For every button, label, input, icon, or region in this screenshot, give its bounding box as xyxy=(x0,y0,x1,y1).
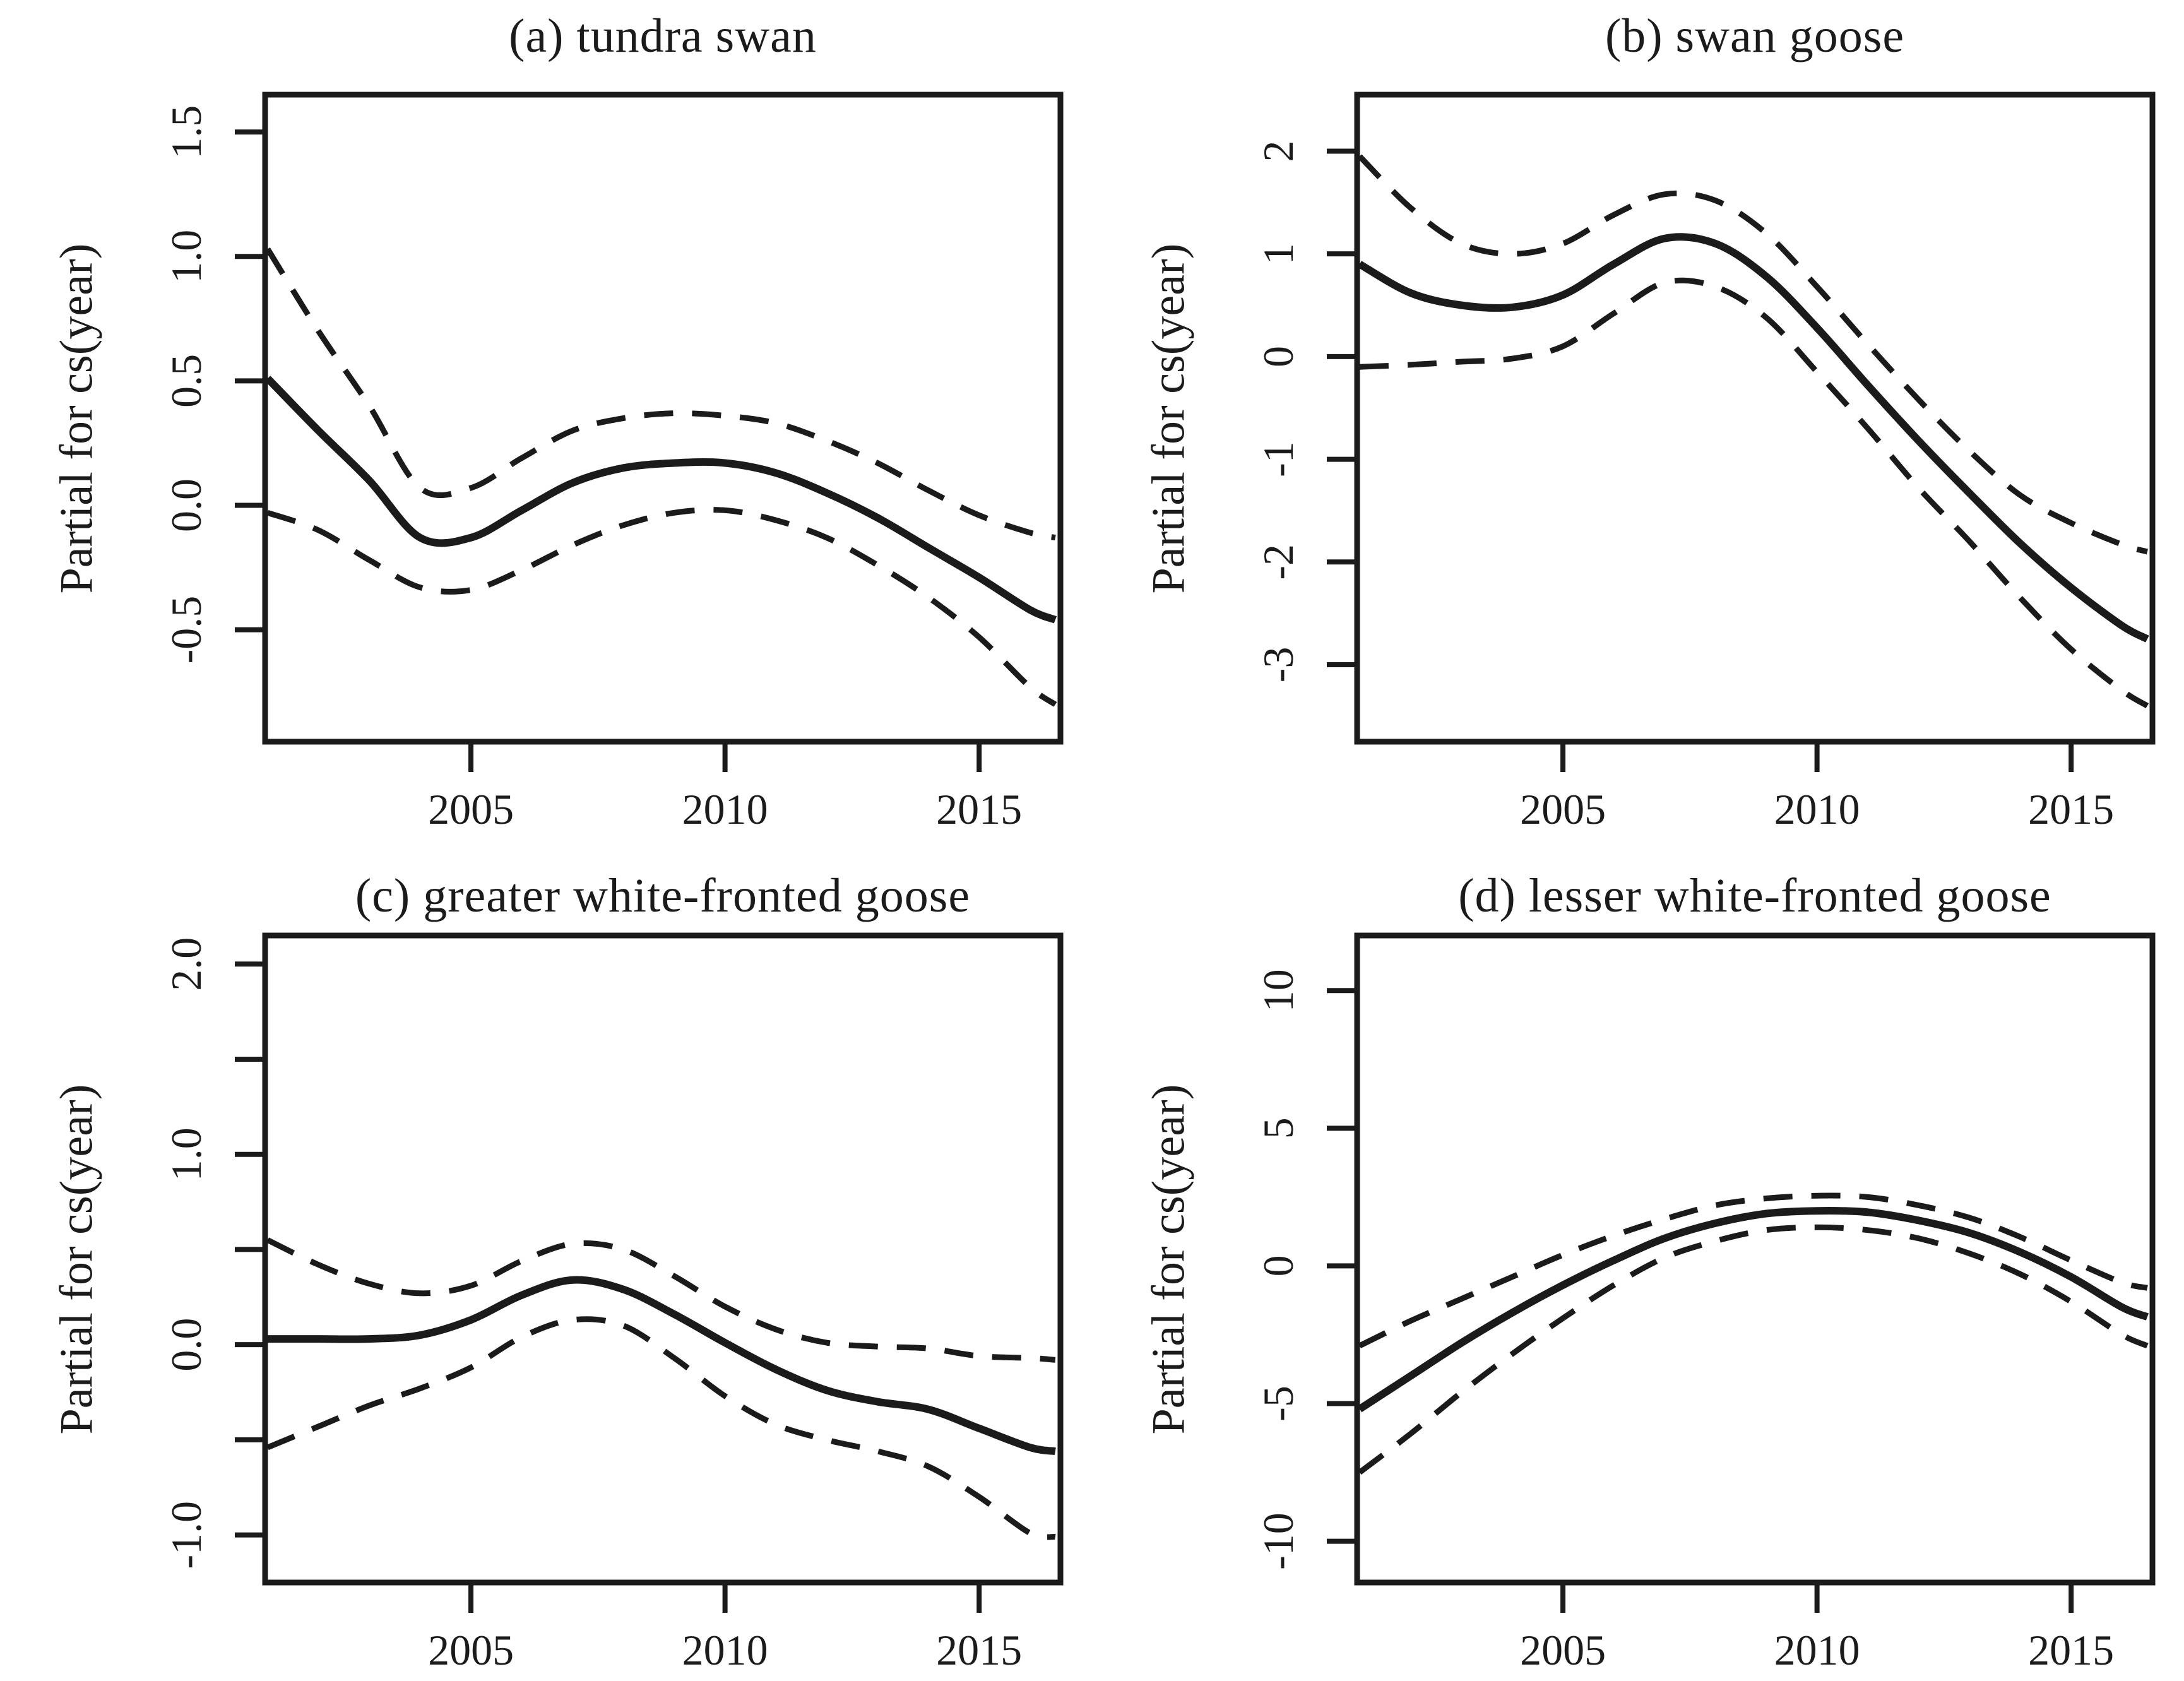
plot-area-lesser-white-fronted-goose: 10 5 0 -5 -10 2005 2010 2015 xyxy=(1254,932,2156,1674)
y-tick-label: 1.0 xyxy=(162,230,210,283)
panel-d-lesser-white-fronted-goose: (d) lesser white-fronted goose Partial f… xyxy=(1092,841,2184,1681)
x-tick-label: 2015 xyxy=(936,785,1022,833)
upper-confidence-band-line xyxy=(266,1237,1056,1363)
y-tick-label: -1.0 xyxy=(162,1501,210,1569)
y-tick-label: -5 xyxy=(1254,1386,1302,1422)
x-tick-label: 2005 xyxy=(1520,785,1606,833)
x-tick-label: 2005 xyxy=(1520,1626,1606,1674)
y-tick-label: 0.5 xyxy=(162,354,210,408)
plot-area-tundra-swan: 1.5 1.0 0.5 0.0 -0.5 2005 2010 2015 xyxy=(162,92,1064,833)
y-tick-label: -2 xyxy=(1254,544,1302,580)
lower-confidence-band-line xyxy=(1359,277,2149,708)
y-tick-label: -0.5 xyxy=(162,596,210,664)
x-tick-label: 2005 xyxy=(428,785,514,833)
panel-a-tundra-swan: (a) tundra swan Partial for cs(year) 1.5… xyxy=(0,0,1092,840)
smooth-fit-line xyxy=(267,1276,1056,1455)
plot-area-greater-white-fronted-goose: 2.0 1.0 0.0 -1.0 2005 2010 2015 xyxy=(162,932,1064,1674)
y-tick-label: -1 xyxy=(1254,441,1302,477)
x-tick-label: 2010 xyxy=(682,1626,768,1674)
upper-confidence-band-line xyxy=(1357,154,2149,555)
y-tick-label: 10 xyxy=(1254,969,1302,1012)
y-tick-label: 2 xyxy=(1254,140,1302,162)
upper-confidence-band-line xyxy=(1358,1192,2148,1348)
y-tick-label: 5 xyxy=(1254,1117,1302,1139)
x-tick-label: 2010 xyxy=(1774,785,1860,833)
plot-box xyxy=(1354,92,2156,745)
lower-confidence-band-line xyxy=(266,1316,1056,1540)
plot-area-swan-goose: 2 1 0 -1 -2 -3 2005 2010 2015 xyxy=(1254,92,2156,833)
panel-c-greater-white-fronted-goose: (c) greater white-fronted goose Partial … xyxy=(0,841,1092,1681)
x-tick-label: 2015 xyxy=(2028,1626,2114,1674)
y-tick-label: 1.5 xyxy=(162,105,210,159)
plot-box xyxy=(262,92,1064,745)
y-tick-label: 1.0 xyxy=(162,1127,210,1181)
lower-confidence-band-line xyxy=(1358,1224,2149,1475)
y-tick-label: 0.0 xyxy=(162,478,210,532)
x-tick-label: 2005 xyxy=(428,1626,514,1674)
x-tick-label: 2015 xyxy=(2028,785,2114,833)
y-tick-label: -10 xyxy=(1254,1512,1302,1570)
panel-title: (b) swan goose xyxy=(1605,9,1905,62)
y-tick-label: 0 xyxy=(1254,346,1302,367)
upper-confidence-band-line xyxy=(265,247,1056,541)
plot-box xyxy=(262,932,1064,1586)
plot-box xyxy=(1354,932,2156,1586)
y-tick-label: -3 xyxy=(1254,647,1302,683)
x-tick-label: 2015 xyxy=(936,1626,1022,1674)
y-tick-label: 2.0 xyxy=(162,937,210,991)
smooth-fit-line xyxy=(1358,233,2149,643)
y-tick-label: 1 xyxy=(1254,243,1302,264)
lower-confidence-band-line xyxy=(266,507,1057,707)
smooth-fit-line xyxy=(264,376,1057,624)
x-tick-label: 2010 xyxy=(682,785,768,833)
x-tick-label: 2010 xyxy=(1774,1626,1860,1674)
panel-title: (c) greater white-fronted goose xyxy=(355,869,971,922)
y-tick-label: 0.0 xyxy=(162,1318,210,1372)
panel-title: (a) tundra swan xyxy=(509,9,817,62)
smooth-fit-line xyxy=(1357,1207,2149,1413)
panel-title: (d) lesser white-fronted goose xyxy=(1458,869,2051,922)
y-tick-label: 0 xyxy=(1254,1255,1302,1276)
